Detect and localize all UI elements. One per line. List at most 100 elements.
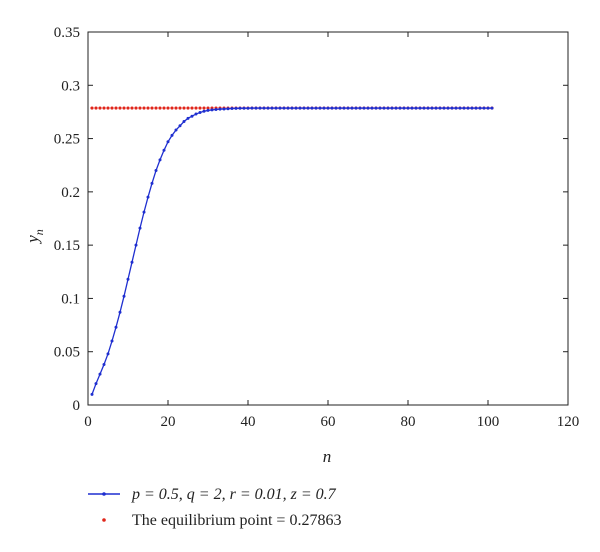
series-point	[422, 106, 426, 110]
x-axis-label: n	[323, 447, 332, 466]
series-point	[418, 106, 422, 110]
series-point	[414, 106, 418, 110]
y-tick-label: 0.1	[61, 291, 80, 307]
legend-red-dot-swatch	[102, 518, 106, 522]
series-point	[146, 195, 150, 199]
equilibrium-point	[118, 106, 122, 110]
x-tick-label: 60	[321, 414, 336, 430]
series-point	[470, 106, 474, 110]
equilibrium-point	[126, 106, 130, 110]
series-point	[270, 106, 274, 110]
equilibrium-point	[90, 106, 94, 110]
series-point	[290, 106, 294, 110]
series-point	[218, 107, 222, 111]
series-point	[282, 106, 286, 110]
equilibrium-point	[202, 106, 206, 110]
series-point	[442, 106, 446, 110]
series-point	[342, 106, 346, 110]
equilibrium-point	[146, 106, 150, 110]
series-point	[250, 106, 254, 110]
series-point	[366, 106, 370, 110]
series-point	[102, 363, 106, 367]
y-axis: 0 0.05 0.1 0.15 0.2 0.25 0.3 0.35	[54, 25, 568, 414]
series-point	[398, 106, 402, 110]
series-point	[230, 107, 234, 111]
series-point	[166, 140, 170, 144]
series-point	[114, 325, 118, 329]
equilibrium-point	[102, 106, 106, 110]
series-point	[110, 339, 114, 343]
series-point	[142, 210, 146, 214]
series-point	[90, 392, 94, 396]
series-point	[382, 106, 386, 110]
series-point	[322, 106, 326, 110]
series-point	[190, 114, 194, 118]
series-point	[214, 107, 218, 111]
equilibrium-point	[166, 106, 170, 110]
series-point	[98, 372, 102, 376]
series-point	[310, 106, 314, 110]
series-point	[434, 106, 438, 110]
series-point	[350, 106, 354, 110]
series-point	[294, 106, 298, 110]
series-point	[206, 108, 210, 112]
series-point	[242, 106, 246, 110]
series-point	[306, 106, 310, 110]
series-point	[210, 108, 214, 112]
legend-label-series-1: p = 0.5, q = 2, r = 0.01, z = 0.7	[131, 486, 337, 503]
x-tick-label: 120	[557, 414, 580, 430]
series-point	[362, 106, 366, 110]
series-point	[278, 106, 282, 110]
legend: p = 0.5, q = 2, r = 0.01, z = 0.7 The eq…	[88, 486, 341, 529]
series-point	[390, 106, 394, 110]
series-point	[386, 106, 390, 110]
equilibrium-point	[162, 106, 166, 110]
equilibrium-point	[182, 106, 186, 110]
x-tick-label: 80	[401, 414, 416, 430]
series-point	[486, 106, 490, 110]
series-point	[138, 226, 142, 230]
series-point	[150, 181, 154, 185]
equilibrium-point	[110, 106, 114, 110]
series-point	[258, 106, 262, 110]
equilibrium-point	[178, 106, 182, 110]
equilibrium-point	[98, 106, 102, 110]
equilibrium-point	[154, 106, 158, 110]
legend-label-series-2: The equilibrium point = 0.27863	[132, 512, 341, 529]
y-axis-label-main: y	[23, 235, 42, 245]
series-point	[462, 106, 466, 110]
series-point	[126, 277, 130, 281]
series-point	[326, 106, 330, 110]
series-point	[262, 106, 266, 110]
equilibrium-point	[106, 106, 110, 110]
y-axis-label-subscript: n	[32, 229, 46, 235]
series-point	[314, 106, 318, 110]
series-point	[394, 106, 398, 110]
y-axis-label: yn	[23, 229, 46, 245]
series-point	[370, 106, 374, 110]
legend-dot-swatch	[102, 492, 106, 496]
y-tick-label: 0.25	[54, 132, 80, 148]
equilibrium-point	[134, 106, 138, 110]
series-point	[182, 120, 186, 124]
series-point	[458, 106, 462, 110]
series-point	[234, 106, 238, 110]
series-point	[430, 106, 434, 110]
series-point	[334, 106, 338, 110]
equilibrium-point	[206, 106, 210, 110]
x-tick-label: 40	[241, 414, 256, 430]
series-line	[91, 107, 492, 395]
legend-entry-series-1: p = 0.5, q = 2, r = 0.01, z = 0.7	[88, 486, 337, 503]
series-point	[178, 124, 182, 128]
series-point	[358, 106, 362, 110]
plot-frame	[87, 31, 569, 406]
series-point	[410, 106, 414, 110]
series-point	[118, 310, 122, 314]
series-point	[122, 294, 126, 298]
series-point	[162, 148, 166, 152]
series-point	[158, 158, 162, 162]
y-tick-label: 0.05	[54, 345, 80, 361]
y-tick-label: 0.3	[61, 78, 80, 94]
equilibrium-point	[190, 106, 194, 110]
